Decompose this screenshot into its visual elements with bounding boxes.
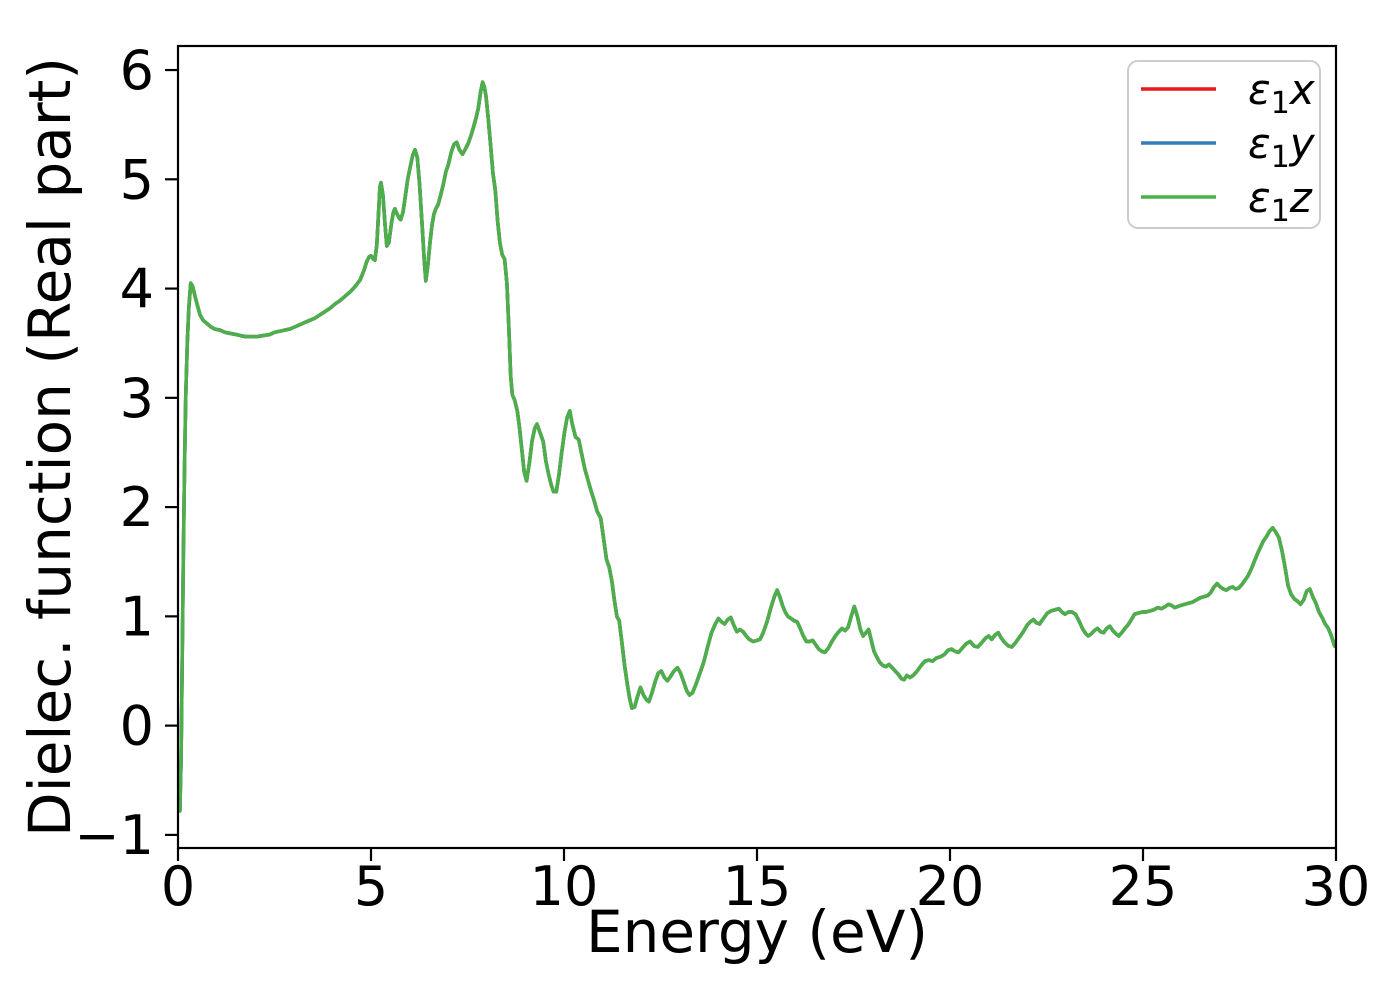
x-axis-ticks: 0 5 10 15 20 25 30 xyxy=(161,848,1371,918)
y-tick-label: 3 xyxy=(120,367,154,430)
y-tick-label: 1 xyxy=(120,585,154,648)
x-tick-label: 25 xyxy=(1109,855,1178,918)
y-tick-label: 4 xyxy=(120,258,154,321)
legend-label-eps1y: ε1y xyxy=(1248,119,1316,175)
x-tick-label: 5 xyxy=(354,855,388,918)
y-tick-label: 6 xyxy=(120,39,154,102)
series-group xyxy=(178,80,1337,813)
y-tick-label: 2 xyxy=(120,476,154,539)
y-tick-label: 5 xyxy=(120,148,154,211)
legend-box xyxy=(1127,60,1321,229)
legend-label-eps1x: ε1x xyxy=(1248,65,1316,121)
x-axis-label: Energy (eV) xyxy=(586,898,928,966)
x-tick-label: 20 xyxy=(916,855,985,918)
x-tick-label: 0 xyxy=(161,855,195,918)
y-axis-ticks: −1 0 1 2 3 4 5 6 xyxy=(74,39,178,867)
legend-label-eps1z: ε1z xyxy=(1248,173,1313,229)
y-axis-label: Dielec. function (Real part) xyxy=(16,57,84,837)
x-tick-label: 30 xyxy=(1302,855,1371,918)
x-tick-label: 10 xyxy=(530,855,599,918)
x-tick-label: 15 xyxy=(723,855,792,918)
series-line-eps1z xyxy=(178,80,1337,813)
y-tick-label: −1 xyxy=(74,804,154,867)
y-tick-label: 0 xyxy=(120,695,154,758)
